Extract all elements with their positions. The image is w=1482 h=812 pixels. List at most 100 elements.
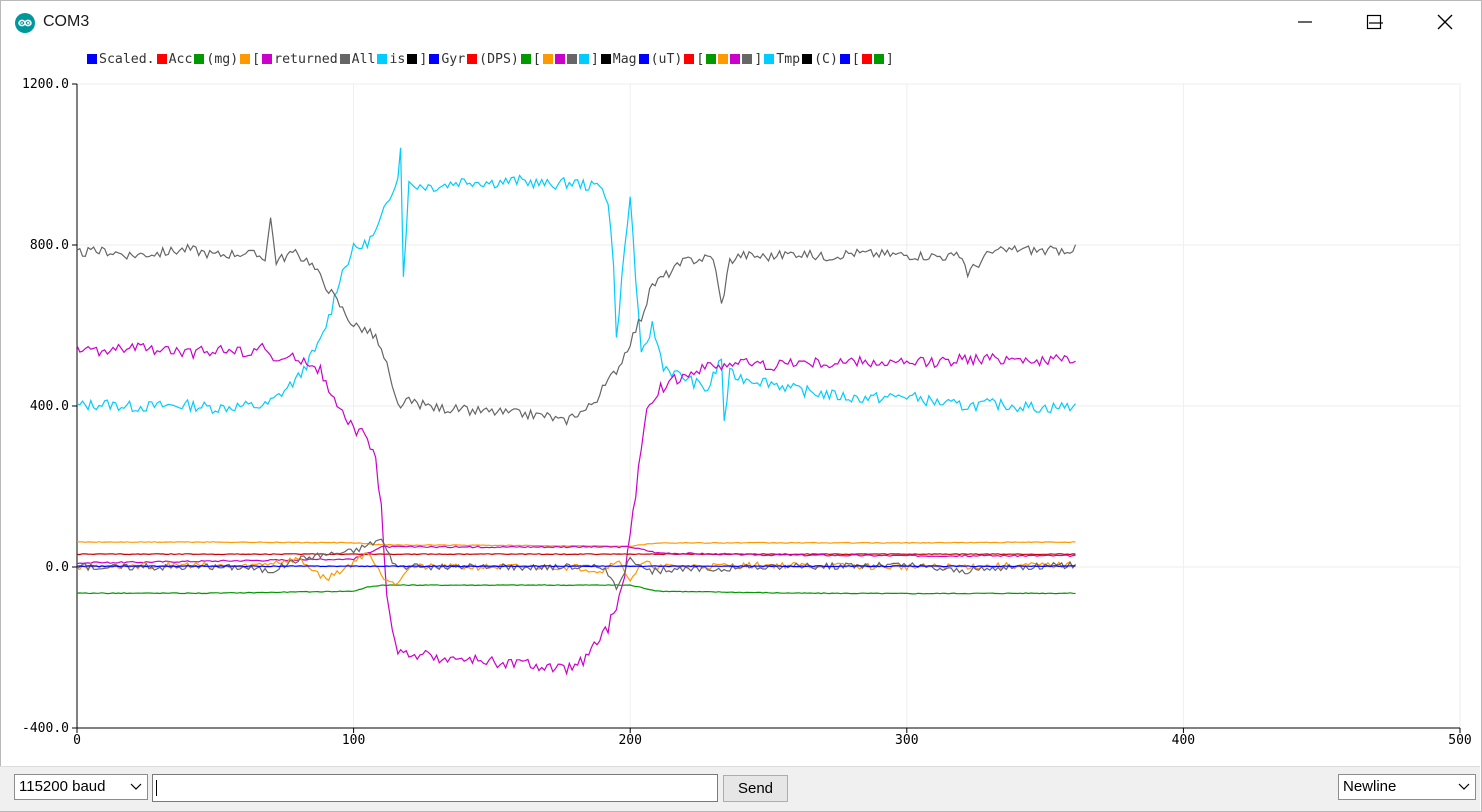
legend-item: [ — [839, 52, 862, 67]
legend-swatch — [578, 54, 589, 64]
series-line — [77, 553, 1076, 556]
y-tick-label: -400.0 — [22, 721, 69, 736]
window-title: COM3 — [43, 13, 90, 30]
legend-swatch — [194, 54, 205, 64]
chevron-down-icon — [1458, 783, 1470, 790]
legend-swatch — [764, 54, 775, 64]
legend-swatch — [718, 54, 729, 64]
maximize-icon — [1366, 14, 1382, 30]
legend-item: (C) — [802, 52, 840, 67]
legend-swatch — [407, 54, 418, 64]
minimize-button[interactable] — [1282, 0, 1328, 44]
title-bar: COM3 — [1, 1, 1481, 45]
plot-legend: Scaled. Acc (mg) [ returned All is] Gyr (DPS) [] M… — [87, 52, 896, 70]
legend-label: (C) — [814, 52, 838, 67]
series-line — [76, 545, 1076, 565]
legend-swatch — [742, 54, 753, 64]
series-line — [76, 584, 1076, 595]
legend-item: returned — [262, 52, 340, 67]
legend-label: is — [389, 52, 406, 67]
legend-label: ] — [885, 52, 894, 67]
legend-item — [730, 52, 742, 67]
legend-label: ] — [590, 52, 599, 67]
series-line — [76, 541, 1076, 548]
legend-item: ] — [407, 52, 429, 67]
y-tick-label: 400.0 — [30, 399, 69, 414]
legend-label: Tmp — [776, 52, 801, 67]
series-line — [76, 552, 1076, 586]
legend-item — [554, 52, 567, 67]
legend-label: Mag — [612, 52, 637, 67]
legend-item: (DPS) — [467, 52, 521, 67]
legend-swatch — [429, 54, 440, 64]
legend-label: ] — [419, 52, 428, 67]
baud-rate-value: 115200 baud — [19, 778, 106, 795]
close-button[interactable] — [1422, 0, 1468, 44]
legend-item: (uT) — [638, 52, 685, 67]
x-tick-label: 200 — [618, 733, 641, 748]
legend-label: (DPS) — [479, 52, 519, 67]
legend-swatch — [87, 54, 97, 64]
legend-swatch — [520, 54, 531, 64]
legend-label: returned — [274, 52, 338, 67]
baud-rate-select[interactable]: 115200 baud — [14, 774, 148, 800]
x-tick-label: 100 — [342, 733, 365, 748]
legend-item: [ — [520, 52, 543, 67]
legend-label: [ — [851, 52, 860, 67]
legend-item — [861, 52, 874, 67]
legend-item — [706, 52, 718, 67]
x-tick-label: 300 — [895, 733, 918, 748]
serial-plot: 0 100 200 300 400 500 -400.0 0.0 400.0 800.0 1200.… — [22, 77, 1472, 748]
line-ending-value: Newline — [1343, 778, 1397, 795]
legend-swatch — [467, 54, 478, 64]
legend-swatch — [377, 54, 388, 64]
legend-label: All — [351, 52, 376, 67]
legend-item: (mg) — [194, 52, 240, 67]
text-caret — [156, 780, 157, 796]
legend-swatch — [262, 54, 273, 64]
legend-label: [ — [252, 52, 261, 67]
legend-label: Gyr — [441, 52, 466, 67]
legend-swatch — [839, 54, 850, 64]
legend-item: is — [377, 52, 407, 67]
y-tick-label: 0.0 — [46, 560, 69, 575]
legend-item: All — [339, 52, 378, 67]
series-line — [76, 217, 1077, 427]
bottom-toolbar: 115200 baud Send Newline — [0, 766, 1480, 811]
legend-label: (mg) — [206, 52, 239, 67]
legend-swatch — [554, 54, 565, 64]
legend-swatch — [706, 54, 717, 64]
legend-swatch — [542, 54, 553, 64]
line-ending-select[interactable]: Newline — [1338, 774, 1476, 800]
legend-swatch — [730, 54, 741, 64]
legend-swatch — [873, 54, 884, 64]
series-line — [76, 147, 1076, 421]
legend-label: ] — [754, 52, 763, 67]
legend-item: Mag — [600, 52, 639, 67]
serial-input[interactable] — [152, 774, 718, 802]
series-line — [76, 565, 1076, 568]
minimize-icon — [1298, 21, 1312, 23]
legend-swatch — [339, 54, 350, 64]
legend-swatch — [802, 54, 813, 64]
x-tick-label: 0 — [73, 733, 81, 748]
legend-swatch — [240, 54, 251, 64]
series-line — [76, 342, 1076, 676]
y-tick-label: 1200.0 — [22, 77, 69, 92]
legend-item — [718, 52, 730, 67]
x-tick-label: 400 — [1172, 733, 1195, 748]
legend-item: ] — [578, 52, 601, 67]
arduino-logo-icon — [15, 13, 35, 33]
legend-label: [ — [532, 52, 541, 67]
legend-item: Gyr — [429, 52, 467, 67]
legend-item: ] — [742, 52, 764, 67]
send-button[interactable]: Send — [723, 775, 788, 802]
legend-item — [542, 52, 555, 67]
close-icon — [1437, 14, 1453, 30]
legend-item: Acc — [156, 52, 195, 67]
legend-swatch — [600, 54, 611, 64]
maximize-button[interactable] — [1351, 0, 1397, 44]
legend-item: Scaled. — [87, 52, 157, 67]
legend-swatch — [156, 54, 167, 64]
legend-swatch — [684, 54, 695, 64]
